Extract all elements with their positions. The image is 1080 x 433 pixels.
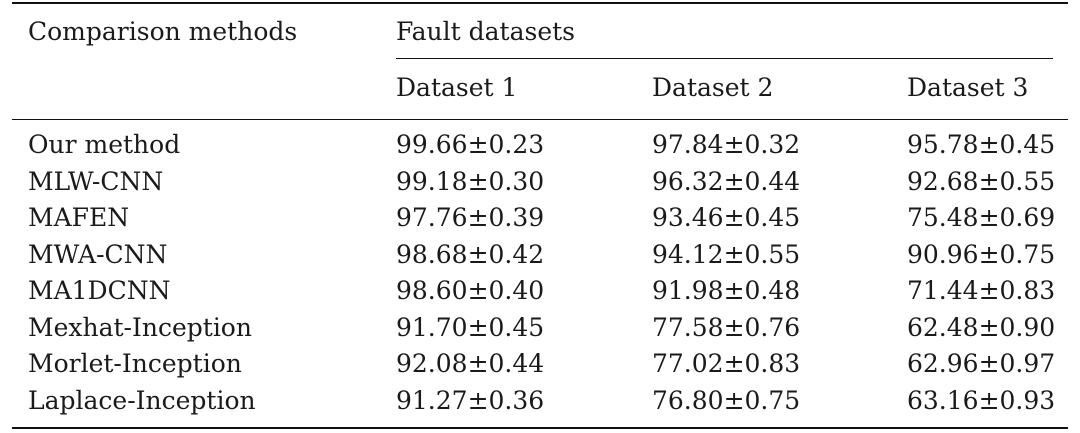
method-name-cell: Mexhat-Inception (28, 313, 252, 342)
dataset-1-value-cell: 98.68±0.42 (396, 240, 545, 269)
dataset-2-value-cell: 76.80±0.75 (652, 386, 801, 415)
method-name-cell: MLW-CNN (28, 167, 164, 196)
dataset-3-value-cell: 75.48±0.69 (907, 203, 1056, 232)
method-name-cell: Morlet-Inception (28, 349, 242, 378)
comparison-table: Comparison methods Fault datasets Datase… (12, 0, 1068, 433)
methods-column-header: Comparison methods (28, 17, 298, 46)
method-name-cell: Our method (28, 130, 181, 159)
dataset-2-value-cell: 77.02±0.83 (652, 349, 801, 378)
dataset-2-value-cell: 91.98±0.48 (652, 276, 801, 305)
dataset-2-value-cell: 97.84±0.32 (652, 130, 801, 159)
dataset-3-value-cell: 95.78±0.45 (907, 130, 1056, 159)
method-name-cell: MA1DCNN (28, 276, 171, 305)
dataset-3-value-cell: 71.44±0.83 (907, 276, 1056, 305)
dataset-3-header: Dataset 3 (907, 73, 1029, 102)
dataset-2-value-cell: 94.12±0.55 (652, 240, 801, 269)
dataset-3-value-cell: 63.16±0.93 (907, 386, 1056, 415)
dataset-1-value-cell: 91.27±0.36 (396, 386, 545, 415)
table-bottom-rule (12, 427, 1068, 429)
method-name-cell: MAFEN (28, 203, 130, 232)
dataset-1-header: Dataset 1 (396, 73, 518, 102)
dataset-3-value-cell: 62.48±0.90 (907, 313, 1056, 342)
dataset-2-value-cell: 93.46±0.45 (652, 203, 801, 232)
dataset-2-value-cell: 77.58±0.76 (652, 313, 801, 342)
dataset-1-value-cell: 91.70±0.45 (396, 313, 545, 342)
dataset-3-value-cell: 90.96±0.75 (907, 240, 1056, 269)
dataset-1-value-cell: 98.60±0.40 (396, 276, 545, 305)
datasets-group-header: Fault datasets (396, 17, 576, 46)
dataset-1-value-cell: 99.66±0.23 (396, 130, 545, 159)
dataset-2-value-cell: 96.32±0.44 (652, 167, 801, 196)
dataset-3-value-cell: 92.68±0.55 (907, 167, 1056, 196)
header-bottom-rule (12, 119, 1068, 120)
dataset-2-header: Dataset 2 (652, 73, 774, 102)
dataset-1-value-cell: 99.18±0.30 (396, 167, 545, 196)
method-name-cell: Laplace-Inception (28, 386, 256, 415)
dataset-1-value-cell: 92.08±0.44 (396, 349, 545, 378)
group-header-rule (396, 58, 1053, 59)
dataset-3-value-cell: 62.96±0.97 (907, 349, 1056, 378)
table-top-rule (12, 2, 1068, 4)
method-name-cell: MWA-CNN (28, 240, 168, 269)
dataset-1-value-cell: 97.76±0.39 (396, 203, 545, 232)
